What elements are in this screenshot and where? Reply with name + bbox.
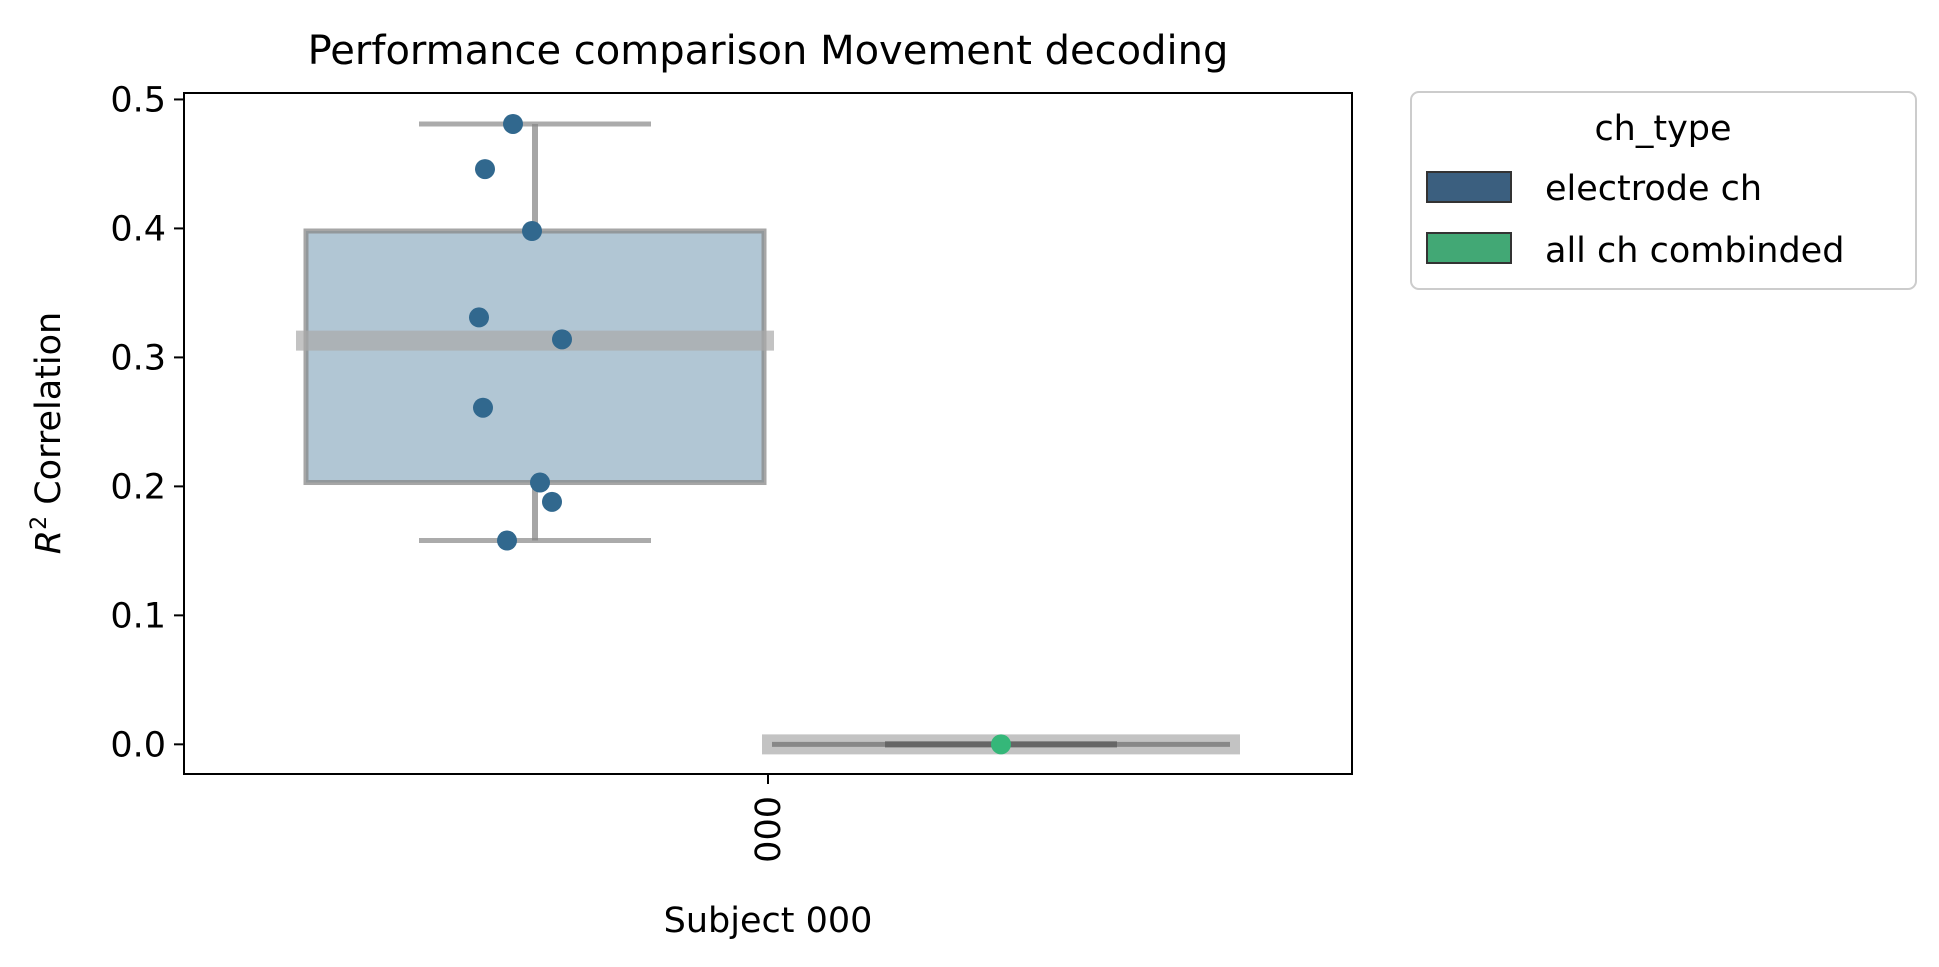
- x-axis-label: Subject 000: [664, 901, 873, 941]
- data-point-all-ch-combinded: [991, 734, 1011, 755]
- legend-title: ch_type: [1594, 109, 1731, 149]
- chart-title: Performance comparison Movement decoding: [308, 28, 1229, 74]
- data-point-electrode-ch: [503, 113, 523, 134]
- y-tick-label: 0.3: [110, 338, 166, 378]
- data-point-electrode-ch: [497, 530, 517, 551]
- legend-swatch-electrode-ch: [1426, 171, 1512, 203]
- data-point-electrode-ch: [552, 329, 572, 350]
- y-axis-label-superscript: 2: [27, 516, 52, 530]
- y-tick-label: 0.5: [110, 80, 166, 120]
- y-axis-label-symbol: R: [29, 530, 69, 554]
- legend-label-electrode-ch: electrode ch: [1545, 169, 1762, 209]
- x-tick-label: 000: [749, 796, 789, 863]
- data-point-electrode-ch: [542, 491, 562, 512]
- y-tick-label: 0.4: [110, 209, 166, 249]
- x-axis: 000: [749, 774, 789, 863]
- data-point-electrode-ch: [469, 307, 489, 328]
- y-axis: 0.0 0.1 0.2 0.3 0.4 0.5: [110, 80, 184, 765]
- box-iqr: [303, 228, 767, 486]
- legend-swatch-all-ch-combinded: [1426, 232, 1512, 264]
- legend: ch_type electrode ch all ch combinded: [1410, 91, 1917, 290]
- legend-label-all-ch-combinded: all ch combinded: [1545, 231, 1844, 271]
- data-point-electrode-ch: [522, 221, 542, 242]
- y-tick-label: 0.1: [110, 596, 166, 636]
- data-point-electrode-ch: [475, 159, 495, 180]
- data-point-electrode-ch: [473, 397, 493, 418]
- y-tick-label: 0.2: [110, 467, 166, 507]
- strip-points-layer: [469, 113, 1011, 755]
- y-axis-label-text: Correlation: [29, 312, 69, 516]
- y-axis-label: R2 Correlation: [27, 312, 69, 554]
- data-point-electrode-ch: [530, 472, 550, 493]
- y-tick-label: 0.0: [110, 725, 166, 765]
- legend-frame: [1410, 91, 1917, 290]
- plot-frame: [183, 92, 1353, 775]
